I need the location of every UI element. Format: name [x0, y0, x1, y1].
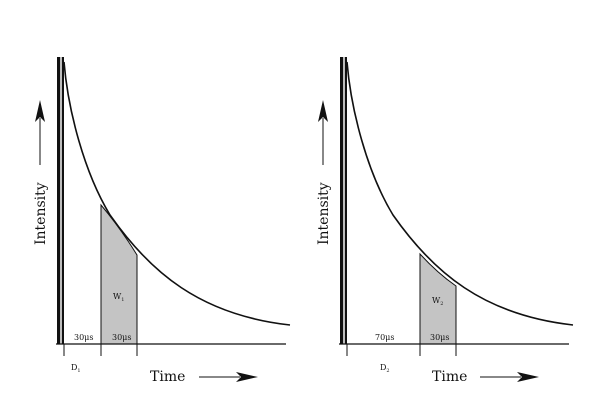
window-label: W1: [113, 292, 124, 303]
decay-curve: [63, 61, 291, 326]
excitation-pulse: [340, 57, 343, 344]
excitation-pulse-gap: [60, 57, 62, 344]
delay-label: D2: [380, 363, 390, 374]
excitation-pulse-gap: [343, 57, 345, 344]
excitation-pulse-edge: [62, 57, 64, 344]
decay-curve: [346, 61, 574, 326]
excitation-pulse: [57, 57, 60, 344]
panel-left: Intensity Time 30μs 30μs W1 D1: [33, 57, 291, 385]
panel-right: Intensity Time 70μs 30μs W2 D2: [316, 57, 574, 385]
window-label: W2: [432, 296, 443, 307]
delay-label: D1: [71, 363, 81, 374]
gate-duration-label: 30μs: [112, 333, 131, 342]
intensity-arrow-head: [318, 100, 328, 122]
intensity-arrow-head: [35, 100, 45, 122]
delay-duration-label: 70μs: [375, 333, 394, 342]
gate-duration-label: 30μs: [430, 333, 449, 342]
time-label: Time: [432, 369, 467, 385]
intensity-label: Intensity: [33, 182, 49, 245]
delay-duration-label: 30μs: [74, 333, 93, 342]
intensity-label: Intensity: [316, 182, 332, 245]
gate-window-area: [100, 203, 138, 345]
time-label: Time: [150, 369, 185, 385]
gate-window-area: [419, 252, 457, 345]
excitation-pulse-edge: [345, 57, 347, 344]
time-arrow-head: [236, 372, 258, 382]
time-arrow-head: [517, 372, 539, 382]
